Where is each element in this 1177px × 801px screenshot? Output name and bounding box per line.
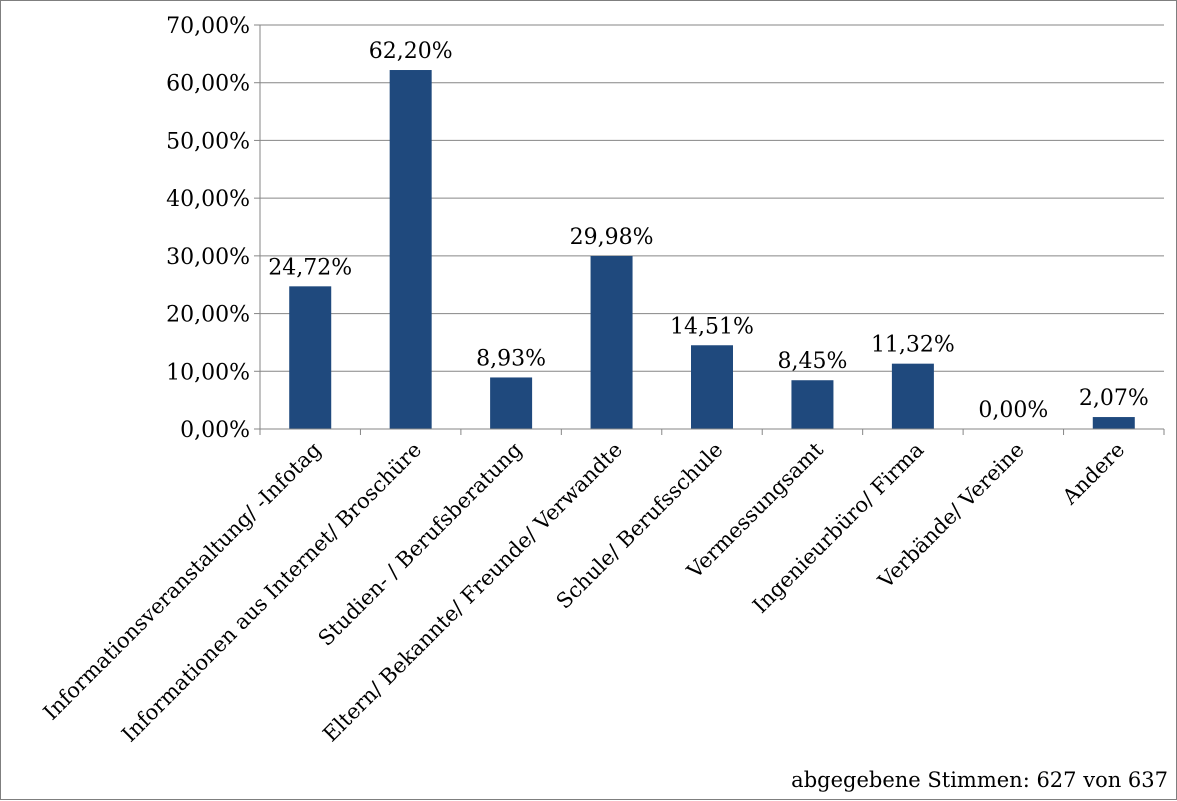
data-label: 11,32% — [871, 333, 955, 358]
y-tick-label: 40,00% — [166, 187, 250, 212]
bar — [691, 345, 733, 429]
y-tick-label: 0,00% — [180, 418, 250, 443]
data-labels: 24,72% 62,20% 8,93% 29,98% 14,51% 8,45% 11,32%… — [268, 39, 1148, 423]
y-tick-label: 30,00% — [166, 245, 250, 270]
bars — [289, 70, 1135, 429]
bar — [791, 380, 834, 429]
category-label: Ingenieurbüro/ Firma — [748, 438, 928, 618]
y-tick-label: 70,00% — [166, 14, 250, 39]
bar — [590, 255, 633, 429]
category-label: Studien- / Berufsberatung — [314, 438, 527, 651]
x-axis — [259, 428, 1165, 435]
data-label: 29,98% — [570, 225, 654, 250]
votes-annotation: abgegebene Stimmen: 627 von 637 — [791, 768, 1168, 792]
data-label: 2,07% — [1079, 386, 1149, 411]
data-label: 8,93% — [476, 346, 546, 371]
y-tick-label: 60,00% — [166, 72, 250, 97]
y-tick-label: 20,00% — [166, 303, 250, 328]
bar — [389, 70, 432, 429]
bar — [490, 377, 533, 429]
bar — [289, 286, 332, 429]
category-label: Andere — [1057, 438, 1129, 510]
bar — [891, 363, 934, 429]
y-axis: 0,00% 10,00% 20,00% 30,00% 40,00% 50,00% 60,00… — [166, 14, 261, 443]
data-label: 8,45% — [777, 349, 847, 374]
data-label: 14,51% — [670, 314, 754, 339]
y-tick-label: 10,00% — [166, 360, 250, 385]
y-tick-label: 50,00% — [166, 129, 250, 154]
category-labels: Informationsveranstaltung/ -InfotagInfor… — [39, 437, 1130, 747]
data-label: 24,72% — [268, 255, 352, 280]
bar — [1092, 417, 1135, 429]
data-label: 0,00% — [978, 398, 1048, 423]
category-label: Schule/ Berufsschule — [552, 438, 728, 614]
data-label: 62,20% — [369, 39, 453, 64]
